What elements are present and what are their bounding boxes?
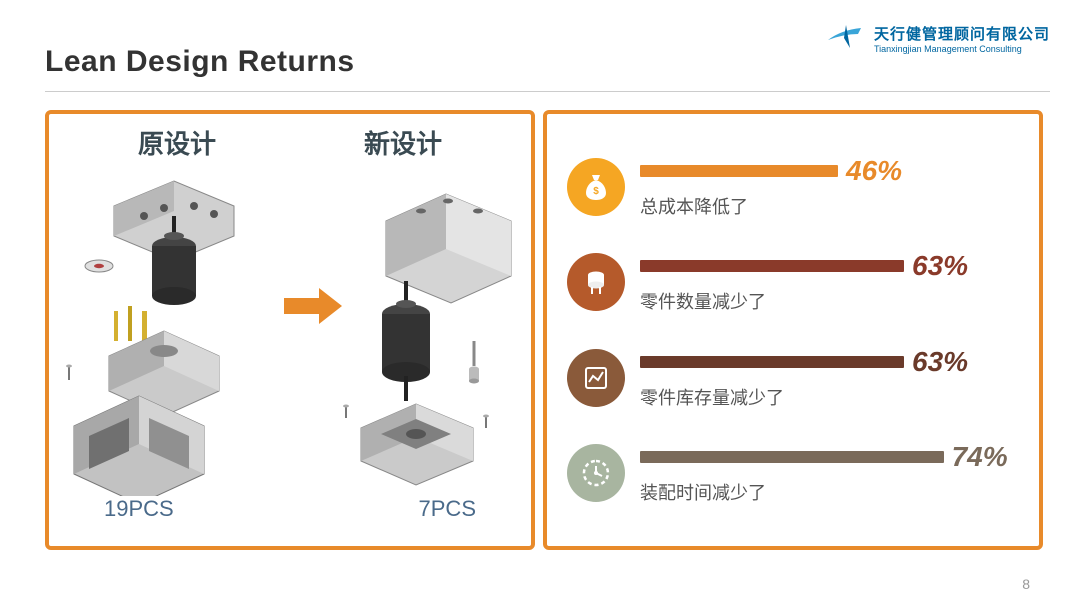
capacitor-icon [567, 253, 625, 311]
metric-bar [640, 451, 944, 463]
page-number: 8 [1022, 576, 1030, 592]
metric-label: 总成本降低了 [640, 193, 1019, 219]
new-design-icon [316, 156, 526, 496]
metric-pct: 63% [912, 250, 968, 282]
metric-pct: 63% [912, 346, 968, 378]
chart-icon [567, 349, 625, 407]
metrics-panel: $ 46% 总成本降低了 63% 零件数量减少了 [543, 110, 1043, 550]
header: Lean Design Returns 天行健管理顾问有限公司 Tianxing… [0, 0, 1080, 79]
diagram-area [64, 166, 516, 496]
logo-en-text: Tianxingjian Management Consulting [874, 44, 1050, 54]
page-title: Lean Design Returns [45, 45, 355, 79]
metric-row: $ 46% 总成本降低了 [567, 142, 1019, 232]
metric-pct: 74% [952, 441, 1008, 473]
clock-icon [567, 444, 625, 502]
metric-pct: 46% [846, 155, 902, 187]
metric-label: 零件数量减少了 [640, 288, 1019, 314]
metric-row: 74% 装配时间减少了 [567, 428, 1019, 518]
logo-cn-text: 天行健管理顾问有限公司 [874, 23, 1050, 44]
logo-icon [826, 20, 866, 56]
metric-bar [640, 356, 904, 368]
design-comparison-panel: 原设计 新设计 [45, 110, 535, 550]
content-area: 原设计 新设计 [0, 92, 1080, 550]
logo-area: 天行健管理顾问有限公司 Tianxingjian Management Cons… [826, 20, 1050, 56]
metric-bar [640, 165, 838, 177]
original-design-icon [54, 156, 294, 496]
metric-label: 零件库存量减少了 [640, 384, 1019, 410]
metric-row: 63% 零件库存量减少了 [567, 333, 1019, 423]
original-pcs-label: 19PCS [104, 496, 174, 522]
svg-text:$: $ [593, 186, 599, 197]
new-pcs-label: 7PCS [419, 496, 476, 522]
money-bag-icon: $ [567, 158, 625, 216]
metric-row: 63% 零件数量减少了 [567, 237, 1019, 327]
metric-bar [640, 260, 904, 272]
metric-label: 装配时间减少了 [640, 479, 1019, 505]
